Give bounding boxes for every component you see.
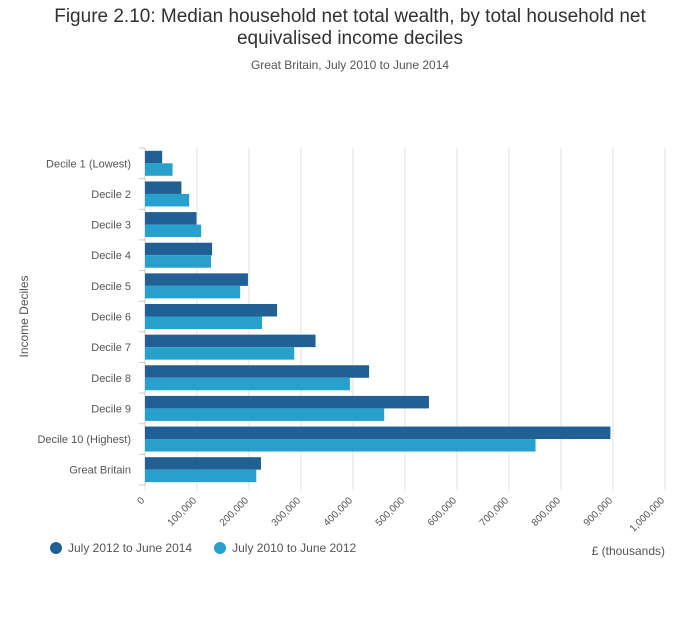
bar-2010-2012 [145,347,295,360]
legend-swatch-2012-2014 [50,542,62,554]
bar-2010-2012 [145,408,385,421]
bar-2012-2014 [145,181,182,194]
y-category-label: Decile 8 [91,373,131,385]
x-tick-label: 300,000 [270,495,304,529]
x-tick-label: 500,000 [374,495,408,529]
bar-2012-2014 [145,457,261,470]
x-tick-label: 700,000 [478,495,512,529]
bar-2010-2012 [145,316,262,329]
x-tick-label: 800,000 [530,495,564,529]
x-tick-label: 600,000 [426,495,460,529]
x-axis-title: £ (thousands) [591,544,665,558]
x-tick-label: 400,000 [322,495,356,529]
bar-2012-2014 [145,242,213,256]
x-tick-label: 0 [135,495,147,507]
chart-subtitle: Great Britain, July 2010 to June 2014 [250,58,450,72]
bar-2012-2014 [145,150,163,164]
bar-2010-2012 [145,377,350,391]
x-tick-label: 1,000,000 [628,495,668,535]
y-category-label: Decile 4 [91,250,131,262]
legend-swatch-2010-2012 [214,542,227,554]
y-category-label: Decile 2 [91,189,131,201]
bar-2012-2014 [145,334,316,348]
y-category-label: Decile 7 [91,342,131,354]
x-tick-label: 200,000 [218,495,252,529]
chart-title-line-2: equivalised income deciles [236,28,463,49]
y-category-label: Great Britain [69,465,131,477]
chart-title-line-1: Figure 2.10: Median household net total … [54,6,646,27]
x-tick-label: 100,000 [166,495,200,529]
y-category-label: Decile 5 [91,281,131,293]
bar-2010-2012 [145,439,536,452]
y-category-label: Decile 10 (Highest) [37,434,131,446]
legend-item-2012-2014[interactable]: July 2012 to June 2014 [50,541,192,555]
x-tick-label: 900,000 [582,495,616,529]
bar-2012-2014 [145,426,611,440]
bar-2012-2014 [145,365,370,378]
y-category-label: Decile 1 (Lowest) [46,158,131,170]
bar-2012-2014 [145,304,278,317]
bar-2012-2014 [145,273,248,286]
bar-2010-2012 [145,255,212,268]
bar-2010-2012 [145,193,190,207]
bar-2010-2012 [145,163,173,176]
chart-legend: July 2012 to June 2014 July 2010 to June… [50,541,378,555]
bar-2012-2014 [145,212,197,225]
bar-2010-2012 [145,469,257,483]
y-axis-title: Income Deciles [17,275,31,357]
bar-2010-2012 [145,285,241,299]
bar-2012-2014 [145,395,429,409]
legend-label-2010-2012: July 2010 to June 2012 [232,541,357,555]
legend-label-2012-2014: July 2012 to June 2014 [68,541,193,555]
legend-item-2010-2012[interactable]: July 2010 to June 2012 [214,541,356,555]
bar-2010-2012 [145,224,202,238]
y-category-label: Decile 3 [91,220,131,232]
y-category-label: Decile 9 [91,403,131,415]
chart-title: Figure 2.10: Median household net total … [0,6,700,50]
y-category-label: Decile 6 [91,312,131,324]
